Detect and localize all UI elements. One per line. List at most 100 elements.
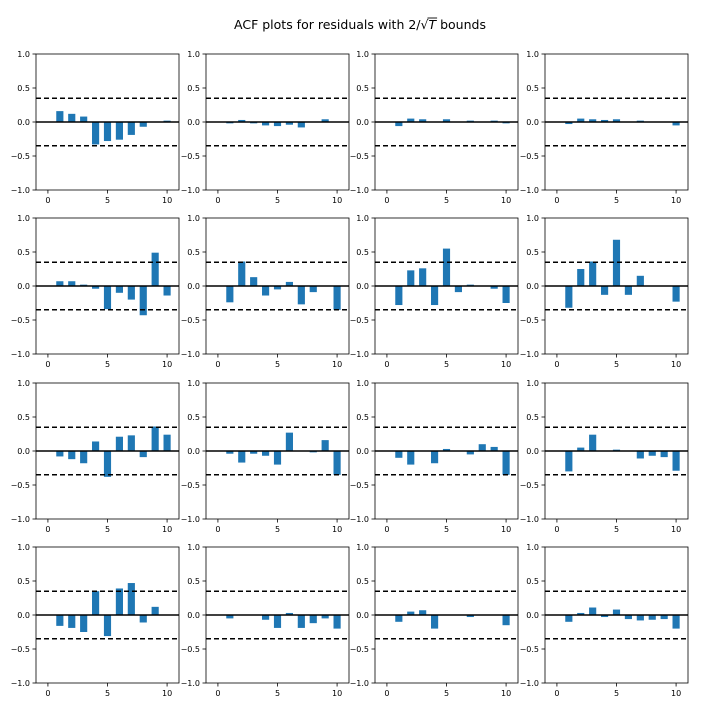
y-tick-label: −1.0 <box>350 515 369 524</box>
y-tick-label: 0.0 <box>526 282 539 291</box>
x-tick-label: 5 <box>444 360 449 369</box>
y-tick-label: 0.5 <box>17 577 30 586</box>
acf-bar-lag-1 <box>56 111 64 122</box>
y-tick-label: 1.0 <box>187 50 200 59</box>
acf-bar-lag-7 <box>297 122 305 128</box>
acf-panel-r4c3: −1.0 −0.5 0.0 0.5 1.0 0 5 10 <box>350 543 519 698</box>
x-tick-label: 10 <box>332 360 342 369</box>
y-tick-label: 0.0 <box>356 118 369 127</box>
acf-bar-lag-8 <box>478 444 486 451</box>
acf-panel-grid: −1.0 −0.5 0.0 0.5 1.0 0 5 10 −1.0 −0.5 0.0 0.5 1.0 0 5… <box>11 50 689 698</box>
x-tick-label: 10 <box>501 196 511 205</box>
x-tick-label: 5 <box>614 196 619 205</box>
y-tick-label: −0.5 <box>350 152 369 161</box>
acf-bar-lag-1 <box>395 286 403 306</box>
acf-bar-lag-2 <box>68 451 76 460</box>
x-tick-label: 5 <box>275 689 280 698</box>
y-tick-label: 1.0 <box>187 379 200 388</box>
acf-bar-lag-2 <box>407 270 415 286</box>
x-tick-label: 5 <box>275 196 280 205</box>
y-tick-label: −0.5 <box>520 481 539 490</box>
y-tick-label: 1.0 <box>356 50 369 59</box>
acf-bar-lag-7 <box>636 451 644 459</box>
x-tick-label: 5 <box>105 689 110 698</box>
acf-bar-lag-1 <box>565 122 573 125</box>
acf-bar-lag-6 <box>285 432 293 451</box>
x-tick-label: 0 <box>215 196 220 205</box>
y-tick-label: 0.0 <box>17 118 30 127</box>
acf-panel-r4c4: −1.0 −0.5 0.0 0.5 1.0 0 5 10 <box>520 543 689 698</box>
acf-bar-lag-1 <box>226 451 234 454</box>
x-tick-label: 0 <box>384 196 389 205</box>
acf-bar-lag-8 <box>648 451 656 456</box>
x-tick-label: 0 <box>45 360 50 369</box>
acf-bar-lag-1 <box>395 451 403 458</box>
x-tick-label: 5 <box>105 196 110 205</box>
acf-panel-r2c1: −1.0 −0.5 0.0 0.5 1.0 0 5 10 <box>11 214 180 369</box>
acf-bar-lag-1 <box>565 615 573 622</box>
acf-bar-lag-6 <box>624 286 632 295</box>
acf-bar-lag-6 <box>285 612 293 615</box>
acf-bar-lag-4 <box>431 286 439 306</box>
acf-bar-lag-4 <box>431 615 439 629</box>
acf-bar-lag-8 <box>648 615 656 620</box>
acf-bar-lag-8 <box>139 286 147 316</box>
x-tick-label: 10 <box>162 689 172 698</box>
acf-bar-lag-10 <box>502 451 510 475</box>
acf-bar-lag-3 <box>80 451 88 464</box>
acf-bar-lag-7 <box>127 435 135 451</box>
y-tick-label: −1.0 <box>350 186 369 195</box>
acf-panel-r4c2: −1.0 −0.5 0.0 0.5 1.0 0 5 10 <box>181 543 350 698</box>
x-tick-label: 0 <box>45 689 50 698</box>
acf-bar-lag-4 <box>262 451 270 456</box>
acf-bar-lag-5 <box>612 239 621 286</box>
acf-bar-lag-1 <box>565 451 573 472</box>
acf-bar-lag-1 <box>56 451 64 457</box>
acf-bar-lag-6 <box>115 122 123 140</box>
y-tick-label: −1.0 <box>181 186 200 195</box>
x-tick-label: 10 <box>501 525 511 534</box>
sqrt-sign: √ <box>421 17 429 32</box>
x-tick-label: 0 <box>215 525 220 534</box>
y-tick-label: 0.0 <box>526 611 539 620</box>
y-tick-label: 0.5 <box>526 84 539 93</box>
y-tick-label: −0.5 <box>11 152 30 161</box>
acf-bar-lag-5 <box>273 615 282 628</box>
acf-bar-lag-4 <box>601 615 609 618</box>
acf-bar-lag-8 <box>139 122 147 127</box>
acf-panel-r4c1: −1.0 −0.5 0.0 0.5 1.0 0 5 10 <box>11 543 180 698</box>
acf-bar-lag-7 <box>466 615 474 618</box>
acf-panel-r3c4: −1.0 −0.5 0.0 0.5 1.0 0 5 10 <box>520 379 689 534</box>
acf-bar-lag-5 <box>103 615 112 637</box>
y-tick-label: 1.0 <box>17 543 30 552</box>
y-tick-label: 1.0 <box>356 543 369 552</box>
acf-bar-lag-3 <box>589 119 597 122</box>
y-tick-label: −1.0 <box>181 515 200 524</box>
acf-bar-lag-2 <box>68 281 76 286</box>
y-tick-label: 0.5 <box>187 248 200 257</box>
y-tick-label: 0.5 <box>17 248 30 257</box>
y-tick-label: −0.5 <box>520 645 539 654</box>
acf-panel-r1c2: −1.0 −0.5 0.0 0.5 1.0 0 5 10 <box>181 50 350 205</box>
acf-bar-lag-3 <box>250 277 258 286</box>
acf-bar-lag-2 <box>407 611 415 615</box>
acf-bar-lag-10 <box>672 286 680 302</box>
acf-bar-lag-9 <box>151 606 159 615</box>
acf-bar-lag-1 <box>395 122 403 127</box>
y-tick-label: −0.5 <box>11 481 30 490</box>
acf-bar-lag-4 <box>92 591 100 615</box>
y-tick-label: 0.0 <box>187 611 200 620</box>
acf-bar-lag-4 <box>601 286 609 295</box>
y-tick-label: 0.0 <box>17 611 30 620</box>
acf-bar-lag-1 <box>395 615 403 622</box>
x-tick-label: 5 <box>614 689 619 698</box>
acf-bar-lag-9 <box>660 451 668 458</box>
y-tick-label: 1.0 <box>526 214 539 223</box>
y-tick-label: −1.0 <box>520 350 539 359</box>
x-tick-label: 10 <box>501 360 511 369</box>
x-tick-label: 10 <box>671 525 681 534</box>
acf-bar-lag-5 <box>103 286 112 310</box>
acf-bar-lag-2 <box>407 118 415 122</box>
x-tick-label: 5 <box>444 525 449 534</box>
acf-bar-lag-3 <box>589 434 597 451</box>
